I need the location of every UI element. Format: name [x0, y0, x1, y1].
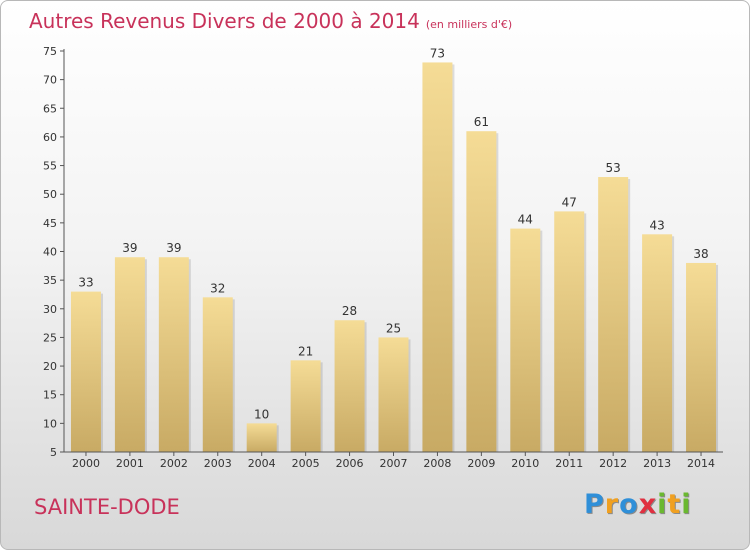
- chart-title: Autres Revenus Divers de 2000 à 2014 (en …: [29, 9, 512, 33]
- town-name: SAINTE-DODE: [34, 495, 180, 519]
- x-tick-label: 2011: [555, 457, 583, 470]
- y-tick-label: 40: [43, 246, 57, 259]
- x-tick-label: 2004: [248, 457, 276, 470]
- bar-2008: [422, 62, 453, 452]
- y-tick-label: 30: [43, 303, 57, 316]
- x-tick-label: 2013: [643, 457, 671, 470]
- bar-2001: [114, 257, 145, 452]
- data-label: 47: [562, 195, 577, 209]
- proxiti-logo: Proxiti: [584, 489, 692, 520]
- data-label: 39: [122, 241, 137, 255]
- x-tick-label: 2003: [204, 457, 232, 470]
- x-tick-label: 2002: [160, 457, 188, 470]
- x-tick-label: 2000: [72, 457, 100, 470]
- bar-2006: [334, 320, 365, 452]
- data-label: 53: [606, 161, 621, 175]
- data-label: 25: [386, 321, 401, 335]
- bar-2009: [466, 131, 497, 452]
- bar-2013: [642, 234, 673, 452]
- x-tick-label: 2010: [511, 457, 539, 470]
- bar-2004: [246, 423, 277, 452]
- data-label: 10: [254, 407, 269, 421]
- bar-2002: [158, 257, 189, 452]
- y-tick-label: 55: [43, 160, 57, 173]
- data-label: 44: [518, 213, 533, 227]
- brand-letter: i: [681, 489, 692, 520]
- y-tick-label: 25: [43, 331, 57, 344]
- data-label: 32: [210, 281, 225, 295]
- y-tick-label: 70: [43, 74, 57, 87]
- bar-2014: [686, 262, 717, 452]
- brand-letter: i: [657, 489, 668, 520]
- title-unit: (en milliers d'€): [425, 18, 513, 31]
- x-tick-label: 2001: [116, 457, 144, 470]
- y-tick-label: 15: [43, 389, 57, 402]
- brand-letter: P: [584, 489, 605, 520]
- data-label: 28: [342, 304, 357, 318]
- x-tick-label: 2007: [380, 457, 408, 470]
- x-tick-label: 2014: [687, 457, 715, 470]
- data-label: 73: [430, 46, 445, 60]
- data-label: 21: [298, 344, 313, 358]
- y-tick-label: 10: [43, 417, 57, 430]
- bar-2005: [290, 360, 321, 452]
- brand-letter: x: [638, 489, 658, 520]
- bar-2000: [70, 291, 101, 452]
- y-tick-label: 45: [43, 217, 57, 230]
- y-tick-label: 50: [43, 188, 57, 201]
- data-label: 61: [474, 115, 489, 129]
- brand-letter: r: [604, 489, 620, 520]
- y-tick-label: 35: [43, 274, 57, 287]
- x-tick-label: 2008: [423, 457, 451, 470]
- y-tick-label: 20: [43, 360, 57, 373]
- y-tick-label: 75: [43, 45, 57, 58]
- brand-letter: o: [619, 489, 639, 520]
- y-tick-label: 5: [50, 446, 57, 459]
- data-label: 38: [693, 247, 708, 261]
- x-tick-label: 2009: [467, 457, 495, 470]
- bar-2011: [554, 211, 585, 452]
- x-tick-label: 2012: [599, 457, 627, 470]
- data-label: 43: [649, 218, 664, 232]
- bar-2012: [598, 177, 629, 452]
- bar-2003: [202, 297, 233, 452]
- brand-letter: t: [667, 489, 682, 520]
- y-tick-label: 65: [43, 102, 57, 115]
- data-label: 33: [78, 276, 93, 290]
- x-tick-label: 2005: [292, 457, 320, 470]
- x-tick-label: 2006: [336, 457, 364, 470]
- y-tick-label: 60: [43, 131, 57, 144]
- bar-2007: [378, 337, 409, 452]
- data-label: 39: [166, 241, 181, 255]
- title-main: Autres Revenus Divers de 2000 à 2014: [29, 9, 420, 33]
- bar-2010: [510, 228, 541, 452]
